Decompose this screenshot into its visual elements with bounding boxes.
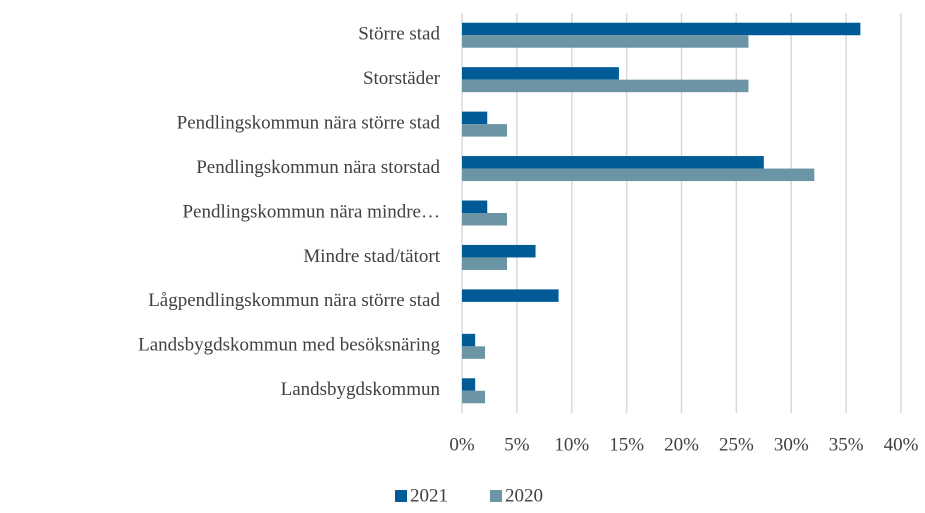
- bar: [462, 111, 488, 125]
- legend-label: 2021: [410, 485, 448, 506]
- y-tick-label: Pendlingskommun nära storstad: [196, 157, 440, 178]
- bar: [462, 390, 486, 404]
- bar: [462, 289, 559, 302]
- x-tick-label: 5%: [504, 434, 530, 455]
- x-tick-label: 0%: [449, 434, 475, 455]
- y-tick-label: Större stad: [358, 24, 440, 45]
- bar: [462, 378, 476, 391]
- x-tick-label: 25%: [719, 434, 754, 455]
- y-tick-label: Landsbygdskommun med besöksnäring: [138, 335, 440, 356]
- y-tick-label: Mindre stad/tätort: [303, 246, 440, 267]
- x-tick-label: 10%: [554, 434, 589, 455]
- bar: [462, 124, 507, 137]
- bar: [462, 244, 536, 258]
- x-tick-label: 35%: [829, 434, 864, 455]
- bar: [462, 35, 749, 48]
- bar: [462, 213, 507, 226]
- bar: [462, 168, 815, 182]
- bar: [462, 156, 764, 169]
- legend-swatch: [395, 490, 407, 502]
- y-tick-label: Lågpendlingskommun nära större stad: [148, 290, 440, 311]
- bar: [462, 346, 486, 359]
- x-tick-label: 30%: [774, 434, 809, 455]
- bar: [462, 257, 507, 270]
- bar: [462, 22, 861, 36]
- bar: [462, 79, 749, 93]
- y-tick-label: Storstäder: [363, 68, 441, 89]
- legend-label: 2020: [505, 485, 543, 506]
- bar: [462, 67, 619, 80]
- x-tick-label: 40%: [884, 434, 919, 455]
- y-tick-label: Pendlingskommun nära större stad: [177, 112, 441, 133]
- x-tick-label: 20%: [664, 434, 699, 455]
- y-tick-label: Landsbygdskommun: [281, 379, 441, 400]
- x-tick-label: 15%: [609, 434, 644, 455]
- bar: [462, 333, 476, 347]
- bar: [462, 200, 488, 213]
- y-tick-label: Pendlingskommun nära mindre…: [182, 201, 440, 222]
- legend-swatch: [490, 490, 502, 502]
